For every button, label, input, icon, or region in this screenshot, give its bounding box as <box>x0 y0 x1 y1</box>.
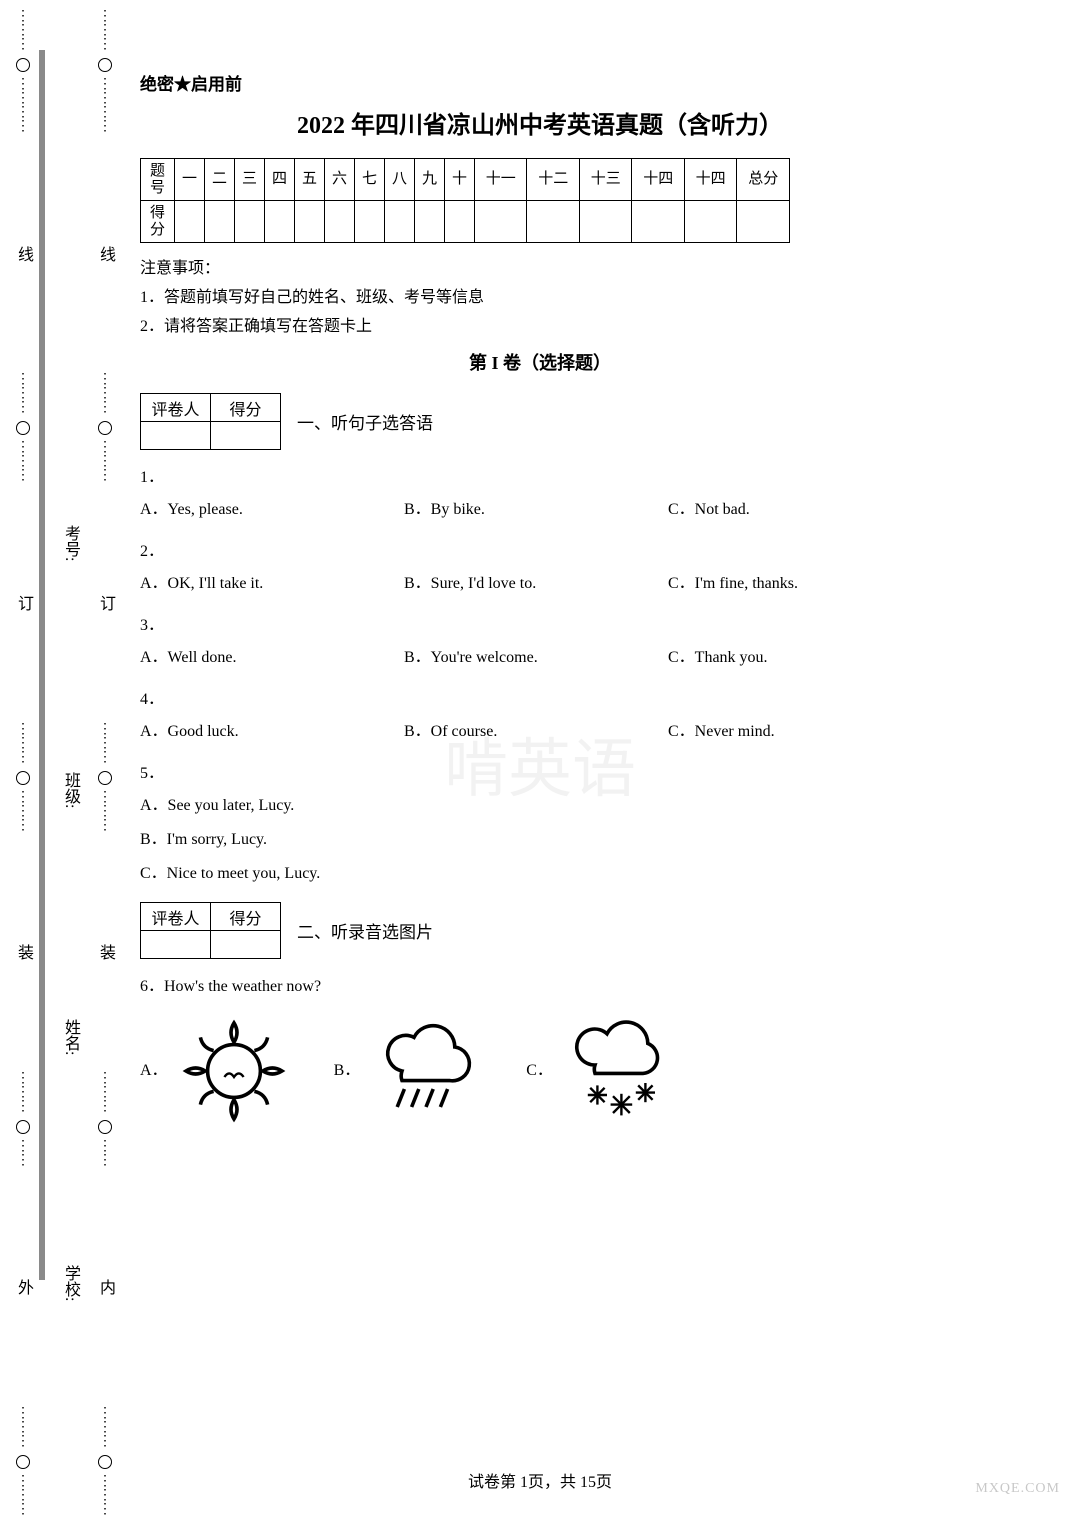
fold-char-ding: 订 <box>11 595 35 611</box>
question-1: 1． A．Yes, please. B．By bike. C．Not bad. <box>140 462 940 526</box>
q4-number: 4． <box>140 684 940 716</box>
grader-col2: 得分 <box>211 394 281 422</box>
q5-opt-c[interactable]: C．Nice to meet you, Lucy. <box>140 858 940 890</box>
q5-opt-b[interactable]: B．I'm sorry, Lucy. <box>140 824 940 856</box>
grader-row-a: 评卷人 得分 一、听句子选答语 <box>140 393 940 450</box>
col-5: 五 <box>295 159 325 201</box>
q3-opt-a[interactable]: A．Well done. <box>140 642 404 674</box>
section-b-label: 二、听录音选图片 <box>297 918 433 943</box>
inner-char: 内 <box>93 1279 117 1295</box>
col-4: 四 <box>265 159 295 201</box>
q1-number: 1． <box>140 462 940 494</box>
col-1: 一 <box>175 159 205 201</box>
q1-opt-b[interactable]: B．By bike. <box>404 494 668 526</box>
label-examno: 考号: <box>58 525 82 561</box>
col-8: 八 <box>385 159 415 201</box>
q6-opt-c[interactable]: C． <box>526 1011 679 1131</box>
confidential-label: 绝密★启用前 <box>140 70 940 95</box>
col-2: 二 <box>205 159 235 201</box>
q3-opt-b[interactable]: B．You're welcome. <box>404 642 668 674</box>
q4-opt-c[interactable]: C．Never mind. <box>668 716 932 748</box>
row-label-question: 题号 <box>141 159 175 201</box>
rainy-icon <box>366 1011 486 1131</box>
exam-page: ⋮⋮⋮⋮⋮⋮⋮ 线 ⋮⋮⋮⋮⋮⋮ 订 ⋮⋮⋮⋮⋮⋮ 装 ⋮⋮⋮⋮⋮ 外 ⋮⋮⋮⋮… <box>0 0 1080 1527</box>
q2-opt-a[interactable]: A．OK, I'll take it. <box>140 568 404 600</box>
col-12: 十二 <box>527 159 579 201</box>
score-table: 题号 一 二 三 四 五 六 七 八 九 十 十一 十二 十三 十四 十四 总分… <box>140 158 790 243</box>
col-total: 总分 <box>737 159 790 201</box>
col-9: 九 <box>415 159 445 201</box>
notes-item-2: 2．请将答案正确填写在答题卡上 <box>140 313 940 342</box>
content-area: 绝密★启用前 2022 年四川省凉山州中考英语真题（含听力） 题号 一 二 三 … <box>140 70 940 1141</box>
q1-opt-c[interactable]: C．Not bad. <box>668 494 932 526</box>
col-10: 十 <box>445 159 475 201</box>
score-value-row[interactable]: 得分 <box>141 201 790 243</box>
grader-row-b: 评卷人 得分 二、听录音选图片 <box>140 902 940 959</box>
notes-item-1: 1．答题前填写好自己的姓名、班级、考号等信息 <box>140 284 940 313</box>
q6-text: 6．How's the weather now? <box>140 971 940 1003</box>
info-label-strip: 考号: 班级: 姓名: 学校: <box>55 0 85 1527</box>
label-class: 班级: <box>58 772 82 808</box>
outer-char: 外 <box>11 1279 35 1295</box>
q3-number: 3． <box>140 610 940 642</box>
q2-number: 2． <box>140 536 940 568</box>
score-header-row: 题号 一 二 三 四 五 六 七 八 九 十 十一 十二 十三 十四 十四 总分 <box>141 159 790 201</box>
notes-heading: 注意事项： <box>140 255 940 284</box>
q6-opt-a[interactable]: A． <box>140 1011 294 1131</box>
row-label-score: 得分 <box>141 201 175 243</box>
sunny-icon <box>174 1011 294 1131</box>
q4-opt-a[interactable]: A．Good luck. <box>140 716 404 748</box>
q6-opt-c-label: C． <box>526 1055 553 1087</box>
col-15: 十四 <box>684 159 736 201</box>
col-14: 十四 <box>632 159 684 201</box>
grader-table-a: 评卷人 得分 <box>140 393 281 450</box>
col-11: 十一 <box>475 159 527 201</box>
q5-opt-a[interactable]: A．See you later, Lucy. <box>140 790 940 822</box>
q2-opt-c[interactable]: C．I'm fine, thanks. <box>668 568 932 600</box>
watermark-corner: MXQE.COM <box>975 1481 1060 1497</box>
question-5: 5． A．See you later, Lucy. B．I'm sorry, L… <box>140 758 940 890</box>
q4-opt-b[interactable]: B．Of course. <box>404 716 668 748</box>
q5-number: 5． <box>140 758 940 790</box>
col-3: 三 <box>235 159 265 201</box>
grader-col2-b: 得分 <box>211 903 281 931</box>
q3-opt-c[interactable]: C．Thank you. <box>668 642 932 674</box>
fold-char-xian: 线 <box>11 246 35 262</box>
fold-char-zhuang: 装 <box>11 944 35 960</box>
col-6: 六 <box>325 159 355 201</box>
grey-divider <box>39 50 45 1280</box>
grader-blank1[interactable] <box>141 422 211 450</box>
binding-strip-outer: ⋮⋮⋮⋮⋮⋮⋮ 线 ⋮⋮⋮⋮⋮⋮ 订 ⋮⋮⋮⋮⋮⋮ 装 ⋮⋮⋮⋮⋮ 外 ⋮⋮⋮⋮… <box>8 0 38 1527</box>
fold-char-ding-2: 订 <box>93 595 117 611</box>
fold-char-xian-2: 线 <box>93 246 117 262</box>
grader-col1: 评卷人 <box>141 394 211 422</box>
binding-strip-inner: ⋮⋮⋮⋮⋮⋮⋮ 线 ⋮⋮⋮⋮⋮⋮ 订 ⋮⋮⋮⋮⋮⋮ 装 ⋮⋮⋮⋮⋮ 内 ⋮⋮⋮⋮… <box>90 0 120 1527</box>
label-school: 学校: <box>58 1265 82 1301</box>
question-6: 6．How's the weather now? A． <box>140 971 940 1131</box>
grader-blank2[interactable] <box>211 422 281 450</box>
grader-table-b: 评卷人 得分 <box>140 902 281 959</box>
question-3: 3． A．Well done. B．You're welcome. C．Than… <box>140 610 940 674</box>
q6-opt-a-label: A． <box>140 1055 168 1087</box>
col-7: 七 <box>355 159 385 201</box>
label-name: 姓名: <box>58 1019 82 1055</box>
snowy-icon <box>559 1011 679 1131</box>
page-footer: 试卷第 1页，共 15页 <box>0 1468 1080 1492</box>
part1-title: 第 I 卷（选择题） <box>140 349 940 375</box>
q6-opt-b[interactable]: B． <box>334 1011 487 1131</box>
grader-blank1-b[interactable] <box>141 931 211 959</box>
q6-opt-b-label: B． <box>334 1055 361 1087</box>
question-2: 2． A．OK, I'll take it. B．Sure, I'd love … <box>140 536 940 600</box>
notes-block: 注意事项： 1．答题前填写好自己的姓名、班级、考号等信息 2．请将答案正确填写在… <box>140 255 940 341</box>
q2-opt-b[interactable]: B．Sure, I'd love to. <box>404 568 668 600</box>
fold-char-zhuang-2: 装 <box>93 944 117 960</box>
q1-opt-a[interactable]: A．Yes, please. <box>140 494 404 526</box>
col-13: 十三 <box>579 159 631 201</box>
grader-blank2-b[interactable] <box>211 931 281 959</box>
question-4: 4． A．Good luck. B．Of course. C．Never min… <box>140 684 940 748</box>
grader-col1-b: 评卷人 <box>141 903 211 931</box>
section-a-label: 一、听句子选答语 <box>297 409 433 434</box>
exam-title: 2022 年四川省凉山州中考英语真题（含听力） <box>140 105 940 140</box>
